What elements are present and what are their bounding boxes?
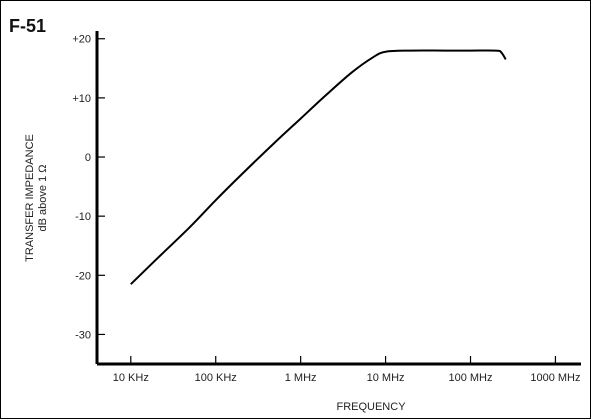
y-axis-ticks: +20 +10 0 -10 -20 -30: [72, 34, 105, 341]
y-axis-title-line1: TRANSFER IMPEDANCE: [24, 134, 36, 262]
x-axis-ticks: 10 KHz 100 KHz 1 MHz 10 MHz 100 MHz 1000 MHz: [113, 356, 581, 384]
y-tick-label: +20: [72, 34, 91, 46]
y-axis-title-line2: dB above 1 Ω: [37, 165, 49, 232]
x-tick-label: 1 MHz: [285, 372, 317, 384]
x-axis-title: FREQUENCY: [336, 401, 406, 413]
y-tick-label: -30: [75, 329, 91, 341]
x-tick-label: 10 KHz: [113, 372, 149, 384]
y-tick-label: +10: [72, 93, 91, 105]
x-tick-label: 1000 MHz: [530, 372, 580, 384]
y-tick-label: -20: [75, 270, 91, 282]
figure-id: F-51: [9, 16, 46, 36]
x-tick-label: 100 MHz: [448, 372, 492, 384]
y-tick-label: -10: [75, 211, 91, 223]
transfer-impedance-curve: [130, 49, 507, 285]
y-tick-label: 0: [85, 152, 91, 164]
y-axis-title: TRANSFER IMPEDANCE dB above 1 Ω: [24, 134, 49, 262]
x-tick-label: 10 MHz: [367, 372, 405, 384]
x-tick-label: 100 KHz: [195, 372, 237, 384]
